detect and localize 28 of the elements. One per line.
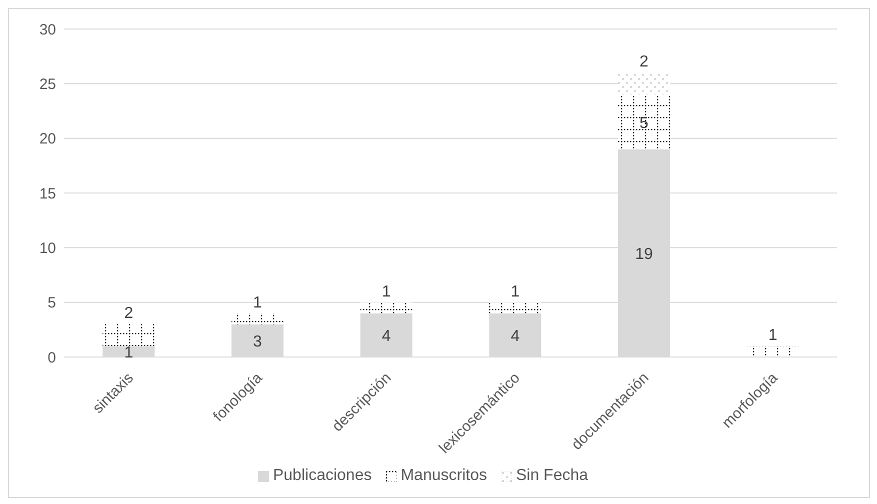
data-label: 4 xyxy=(382,328,391,346)
bar xyxy=(102,324,155,346)
data-label: 3 xyxy=(253,334,262,351)
data-label: 2 xyxy=(124,305,134,322)
legend-label: Publicaciones xyxy=(272,467,372,485)
data-label: 2 xyxy=(640,54,649,71)
data-label: 1 xyxy=(382,283,391,300)
data-label: 1 xyxy=(510,283,520,300)
bar xyxy=(489,302,542,314)
y-tick-label: 25 xyxy=(39,76,56,93)
legend-label: Sin Fecha xyxy=(516,467,588,485)
data-label: 1 xyxy=(253,294,262,312)
y-tick-label: 30 xyxy=(39,21,56,38)
bar xyxy=(231,313,284,324)
data-label: 1 xyxy=(768,327,778,344)
data-label: 19 xyxy=(635,246,653,264)
y-tick-label: 15 xyxy=(39,185,56,202)
y-tick-label: 20 xyxy=(39,130,56,148)
data-label: 4 xyxy=(510,328,520,346)
y-tick-label: 0 xyxy=(48,349,56,366)
y-tick-label: 10 xyxy=(39,240,56,257)
data-label: 1 xyxy=(124,344,134,362)
bar xyxy=(618,72,670,95)
bar xyxy=(360,302,412,314)
legend-label: Manuscritos xyxy=(400,467,487,485)
y-tick-label: 5 xyxy=(48,294,56,312)
bar xyxy=(618,94,670,150)
data-label: 5 xyxy=(640,114,649,132)
